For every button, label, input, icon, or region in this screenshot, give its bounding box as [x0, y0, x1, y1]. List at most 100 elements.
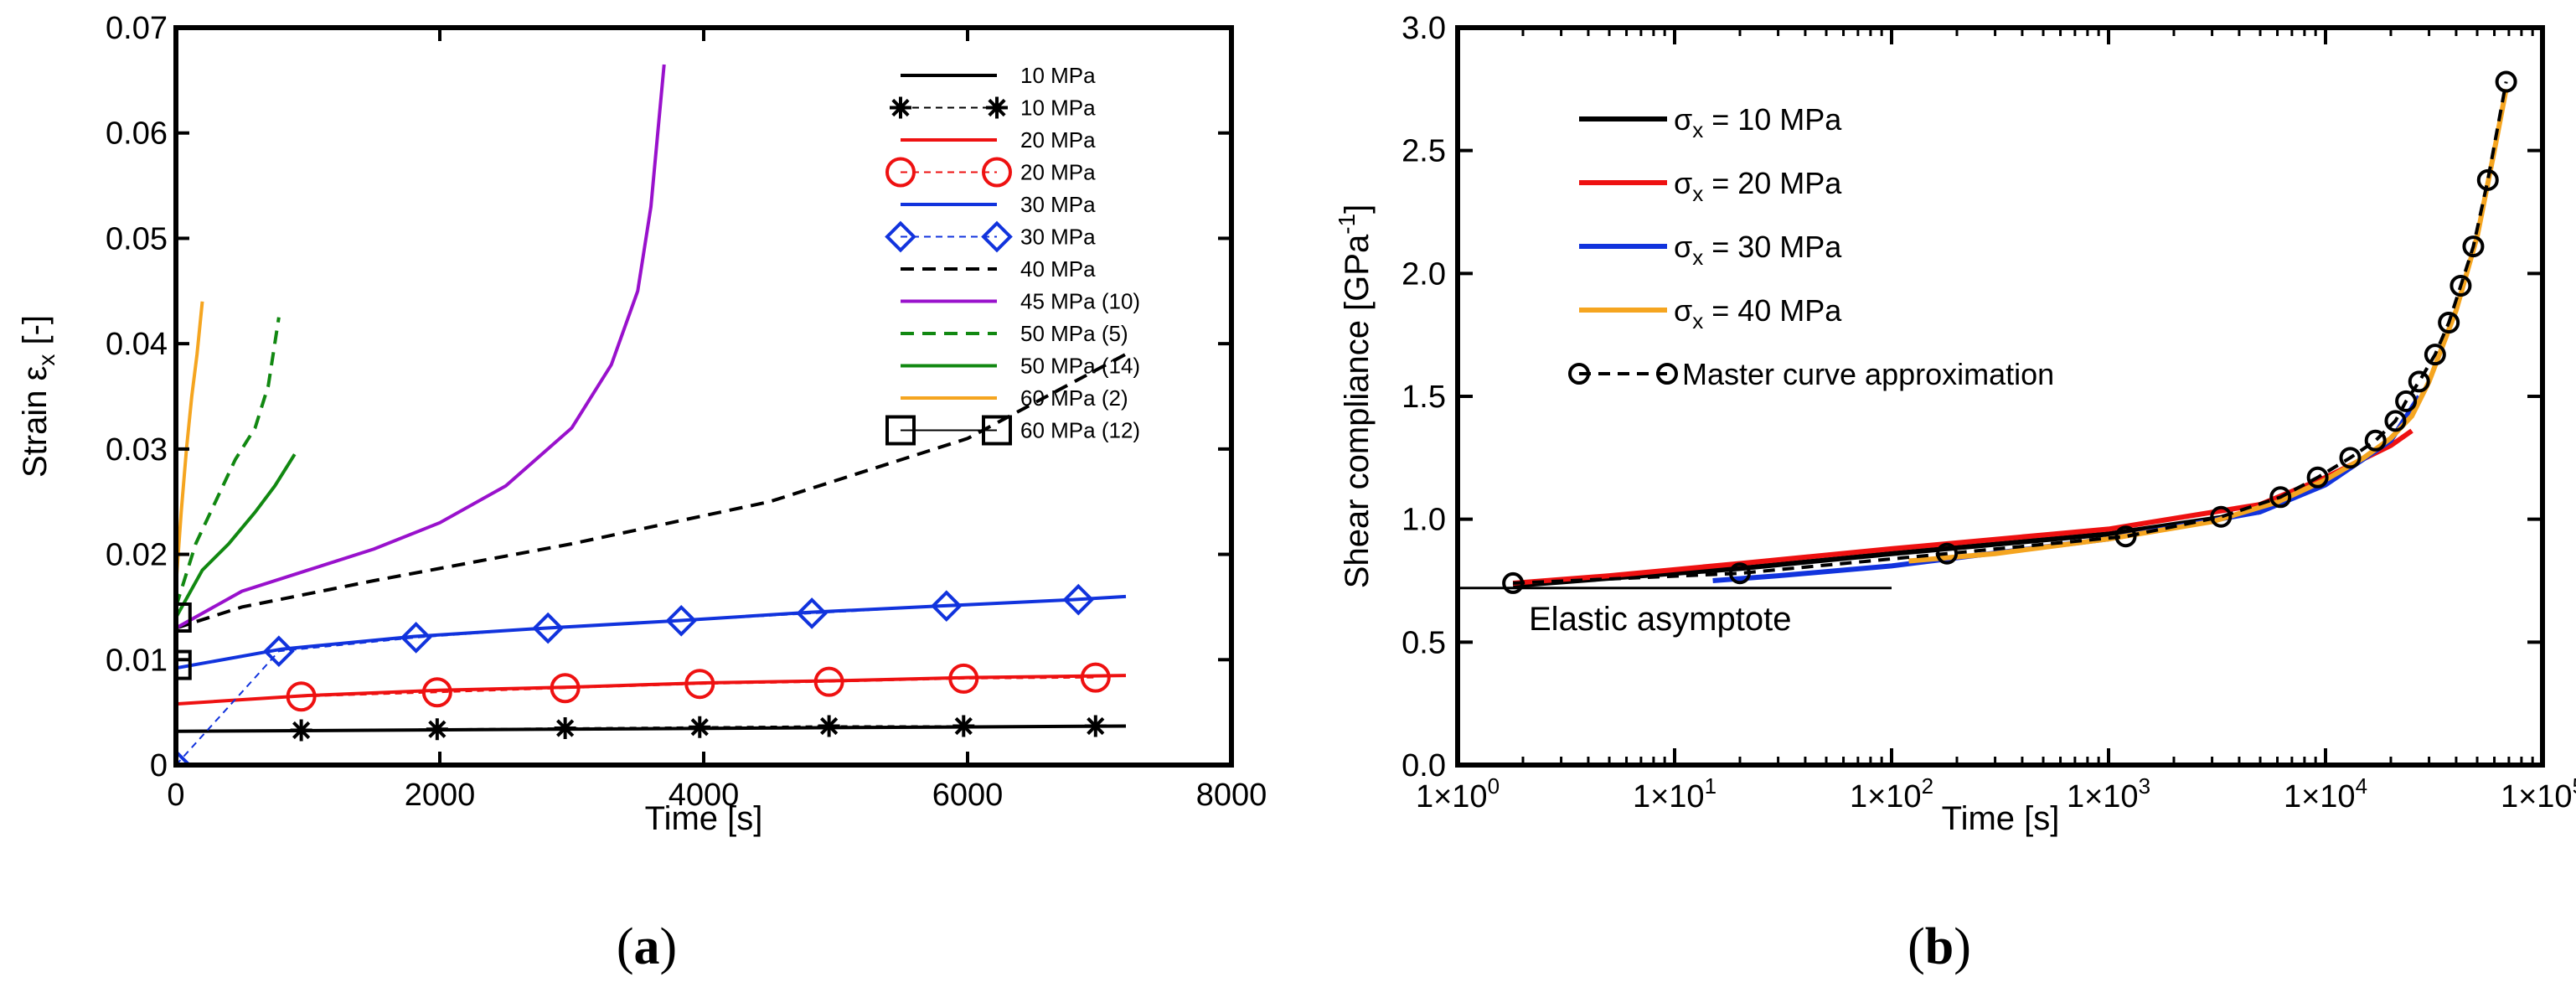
panel-b-series-4-point-shape	[2495, 70, 2517, 93]
panel-a-legend-label: 10 MPa	[1020, 63, 1096, 88]
panel-b-series-4-point	[2306, 466, 2329, 489]
panel-a-series-5-point-shape	[930, 590, 963, 622]
panel-a-caption-open: (	[617, 918, 634, 975]
panel-a-series-5-point	[532, 612, 564, 644]
panel-b-series-4-point	[2114, 525, 2137, 548]
panel-b-legend-marker	[1568, 363, 1590, 385]
panel-b-series-4-point	[1502, 571, 1525, 594]
panel-a-legend-label: 50 MPa (14)	[1020, 354, 1140, 379]
panel-b-plot-area	[1458, 70, 2517, 594]
panel-a-series-5-point-shape	[176, 749, 192, 765]
panel-a-legend-entry: 60 MPa (12)	[885, 415, 1140, 446]
panel-b-series-4-point	[2210, 505, 2233, 528]
panel-b-y-tick-label: 2.5	[1402, 134, 1446, 169]
panel-b-series-4-point-shape	[2450, 275, 2472, 297]
panel-b-series-4-point	[2339, 447, 2362, 469]
panel-a-legend-marker	[986, 96, 1008, 119]
panel-a-series-3-line	[301, 676, 1096, 698]
panel-b-legend-label-text: = 30 MPa	[1703, 230, 1842, 264]
panel-b-series-2-line	[1712, 395, 2422, 583]
panel-b-x-tick-label: 1×101	[1633, 773, 1716, 814]
panel-a-series-5-point-shape	[400, 622, 432, 654]
panel-b-series-4-point-shape	[2210, 505, 2233, 528]
panel-a-series-1-point-stroke	[1087, 716, 1105, 736]
panel-b-series-4-point	[2269, 486, 2292, 509]
panel-a-series-3-point-shape	[813, 666, 844, 697]
panel-b-x-tick-label: 1×105	[2501, 773, 2576, 814]
panel-a-legend-label: 45 MPa (10)	[1020, 289, 1140, 314]
panel-a-x-axis-label: Time [s]	[645, 800, 763, 837]
panel-a-legend-marker-shape	[885, 157, 916, 188]
panel-a-x-tick-label: 0	[167, 778, 184, 813]
panel-a-series-1-point-stroke	[556, 719, 575, 737]
panel-a-legend-entry: 10 MPa	[890, 96, 1096, 121]
panel-a-series-8	[176, 317, 281, 608]
panel-b-series-4-point-shape	[2269, 486, 2292, 509]
panel-b-series-4-point	[2395, 390, 2418, 412]
panel-a-series-7-line	[176, 64, 666, 630]
panel-a-series-2-line	[176, 674, 1127, 706]
panel-a-legend-marker-shape	[982, 415, 1012, 446]
panel-b-series-4-point-shape	[1728, 562, 1751, 585]
panel-a-legend-marker	[982, 157, 1012, 188]
panel-b-x-tick-label-base: 1×10	[1633, 779, 1705, 814]
panel-b-axes: 1×1001×1011×1021×1031×1041×1050.00.51.01…	[1402, 11, 2576, 814]
panel-b-series-4-point	[2364, 429, 2387, 452]
panel-a-y-tick-label: 0.04	[106, 327, 168, 362]
panel-a-series-1-point-stroke	[428, 720, 447, 738]
panel-a-series-2	[176, 674, 1127, 706]
panel-b-series-4-point	[2450, 275, 2472, 297]
panel-a-legend-entry: 20 MPa	[885, 157, 1096, 188]
panel-a-strain-chart: 0 2000 4000 6000 8000 0 0.01 0.02 0.03 0.04 0.05 0.…	[17, 11, 1267, 975]
panel-b-legend-label-text: = 10 MPa	[1703, 102, 1842, 137]
panel-b-legend-label: σx = 10 MPa	[1674, 102, 1842, 142]
panel-b-series-4-point-shape	[2114, 525, 2137, 548]
panel-a-series-1-point-stroke	[292, 721, 311, 740]
panel-b-x-axis-label: Time [s]	[1942, 800, 2060, 837]
panel-b-x-tick-label: 1×102	[1850, 773, 1933, 814]
panel-a-legend-marker-stroke	[988, 98, 1006, 117]
panel-a-series-5-point-shape	[1062, 583, 1095, 616]
panel-a-y-axis-label-main: Strain ε	[17, 365, 54, 478]
panel-b-series-4-point-shape	[2408, 370, 2430, 393]
panel-a-legend-label: 20 MPa	[1020, 160, 1096, 185]
panel-a-series-7	[176, 64, 666, 630]
panel-b-series-4-point-shape	[2384, 410, 2407, 432]
panel-a-series-3-point	[286, 681, 317, 712]
panel-b-x-tick-label-base: 1×10	[2067, 779, 2139, 814]
panel-b-series-4-point	[2424, 344, 2446, 366]
panel-b-legend-label: σx = 40 MPa	[1674, 293, 1842, 333]
panel-a-series-3-point	[684, 669, 715, 700]
panel-b-x-tick-label-exp: 4	[2356, 773, 2367, 799]
panel-a-x-tick-label: 4000	[669, 778, 740, 813]
panel-b-series-4-point	[2476, 168, 2499, 191]
panel-a-y-axis-label: Strain εx [-]	[17, 315, 59, 478]
panel-a-series-1-point	[818, 715, 840, 737]
panel-a-series-3-point	[813, 666, 844, 697]
panel-a-legend-label: 40 MPa	[1020, 256, 1096, 282]
panel-a-legend-entry: 45 MPa (10)	[901, 289, 1140, 314]
panel-a-series-5-point	[1062, 583, 1095, 616]
panel-a-series-5-point	[665, 604, 698, 637]
panel-a-legend-entry: 50 MPa (14)	[901, 354, 1140, 379]
panel-a-series-5-point	[176, 749, 192, 765]
panel-a-series-3-point-shape	[1080, 662, 1111, 693]
panel-b-series-4-point	[2438, 312, 2460, 333]
panel-b-legend-marker-shape	[1656, 363, 1678, 385]
panel-a-series-3-point	[550, 673, 581, 704]
panel-b-caption-letter: b	[1925, 918, 1954, 975]
panel-a-legend: 10 MPa 10 MPa 20 MPa 20 MPa 30 MPa 30 MPa 40 M…	[885, 63, 1140, 446]
panel-a-series-1	[290, 715, 1107, 742]
panel-a-series-9	[176, 453, 297, 618]
panel-a-legend-label: 20 MPa	[1020, 127, 1096, 153]
panel-b-caption: (b)	[1907, 918, 1971, 975]
panel-b-y-axis-label: Shear compliance [GPa-1]	[1334, 204, 1376, 588]
panel-a-legend-entry: 30 MPa	[901, 192, 1096, 217]
panel-b-series-4-point-shape	[2438, 312, 2460, 333]
panel-a-series-5-point-shape	[796, 597, 828, 629]
panel-b-frame	[1455, 25, 2545, 768]
panel-a-legend-entry: 40 MPa	[901, 256, 1096, 282]
panel-b-series-4-point	[2384, 410, 2407, 432]
panel-b-legend-label-text: = 20 MPa	[1703, 166, 1842, 200]
